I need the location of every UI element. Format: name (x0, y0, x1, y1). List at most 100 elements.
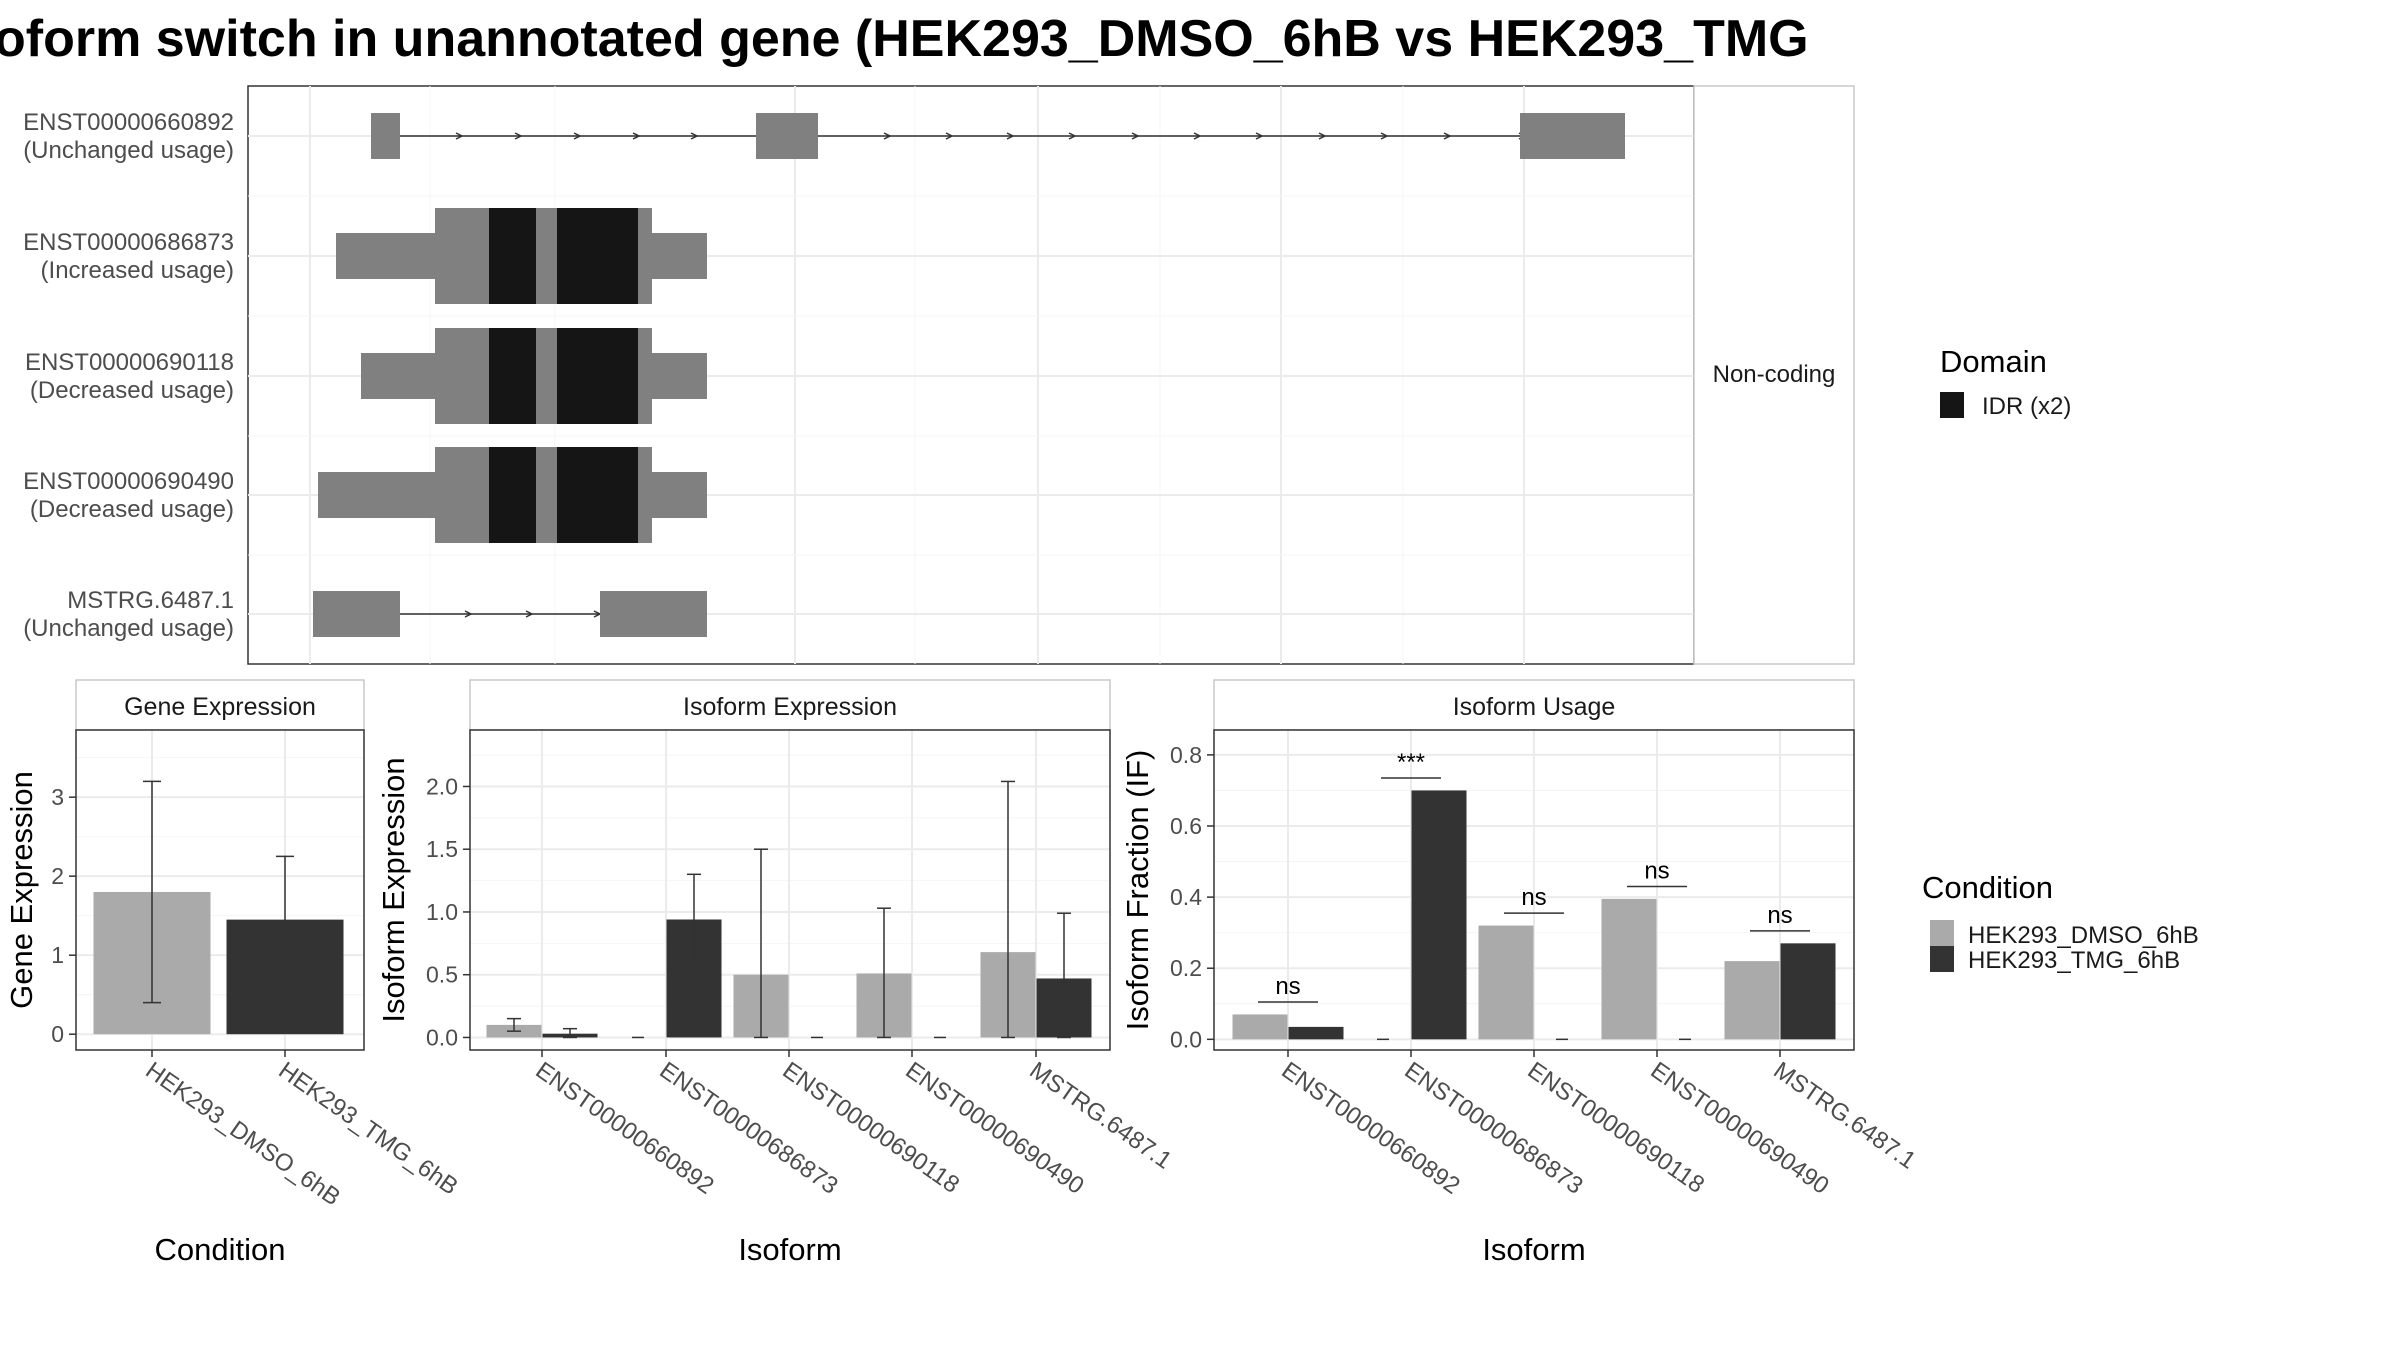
transcript-usage-label: (Unchanged usage) (23, 615, 234, 642)
y-axis-title: Isoform Fraction (IF) (1120, 750, 1155, 1031)
transcript-id-label: ENST00000690118 (25, 349, 234, 376)
transcript-usage-label: (Increased usage) (41, 257, 234, 284)
exon (1520, 113, 1625, 159)
y-tick-label: 0.4 (1170, 884, 1202, 910)
domain-legend-label: IDR (x2) (1982, 393, 2071, 420)
utr-block (652, 472, 707, 518)
figure-title: oform switch in unannotated gene (HEK293… (0, 10, 1809, 68)
idr-domain (489, 328, 536, 424)
panel-strip (469, 679, 1111, 731)
panel-strip (75, 679, 365, 731)
condition-legend-swatch-dmso (1930, 920, 1954, 946)
idr-domain (489, 208, 536, 304)
intron-arrow (690, 132, 699, 140)
intron-arrow (1006, 132, 1015, 140)
transcript-usage-label: (Unchanged usage) (23, 137, 234, 164)
y-axis-title: Isoform Expression (376, 757, 411, 1022)
bar (1288, 1026, 1344, 1040)
plot-border (469, 729, 1111, 1051)
domain-legend-title: Domain (1940, 344, 2047, 379)
intron-arrow (464, 610, 473, 618)
y-tick-label: 1.0 (426, 899, 458, 925)
idr-domain (557, 208, 638, 304)
utr-block (318, 472, 435, 518)
intron-arrow (1131, 132, 1140, 140)
transcript-usage-label: (Decreased usage) (30, 496, 234, 523)
transcript-panel: Non-coding ENST00000660892(Unchanged usa… (23, 85, 1855, 665)
non-coding-strip (1693, 85, 1855, 665)
panel-strip (1213, 679, 1855, 731)
domain-legend-swatch (1940, 392, 1964, 418)
significance-label: *** (1397, 749, 1425, 776)
significance-label: ns (1767, 902, 1792, 929)
plot-border (75, 729, 365, 1051)
domain-legend: Domain IDR (x2) (1940, 344, 2071, 420)
exon (371, 113, 400, 159)
y-tick-label: 2.0 (426, 773, 458, 799)
transcript-id-label: ENST00000686873 (23, 229, 234, 256)
bar (1478, 925, 1534, 1040)
y-tick-label: 1.5 (426, 836, 458, 862)
condition-legend-swatch-tmg (1930, 946, 1954, 972)
intron-arrow (1068, 132, 1077, 140)
y-tick-label: 0.6 (1170, 813, 1202, 839)
intron-arrow (1443, 132, 1452, 140)
isoform-usage-chart: Isoform Usage0.00.20.40.60.8ns***nsnsnsE… (1120, 679, 1921, 1267)
intron-arrow (1193, 132, 1202, 140)
condition-legend-title: Condition (1922, 870, 2053, 905)
transcript-id-label: ENST00000660892 (23, 109, 234, 136)
transcript-id-label: ENST00000690490 (23, 468, 234, 495)
bar (1601, 898, 1657, 1040)
exon (600, 591, 707, 637)
y-tick-label: 0.0 (1170, 1026, 1202, 1052)
utr-block (361, 353, 435, 399)
y-tick-label: 2 (51, 863, 64, 889)
transcript-usage-label: (Decreased usage) (30, 377, 234, 404)
intron-arrow (945, 132, 954, 140)
y-axis-title: Gene Expression (4, 771, 39, 1009)
significance-label: ns (1644, 857, 1669, 884)
y-tick-label: 0.8 (1170, 742, 1202, 768)
intron-arrow (455, 132, 464, 140)
condition-legend-label-dmso: HEK293_DMSO_6hB (1968, 922, 2199, 949)
utr-block (652, 233, 707, 279)
intron-arrow (573, 132, 582, 140)
intron-arrow (514, 132, 523, 140)
x-axis-title: Condition (155, 1232, 286, 1267)
isoform-expression-chart: Isoform Expression0.00.51.01.52.0ENST000… (376, 679, 1177, 1267)
panel-strip-title: Isoform Usage (1453, 693, 1616, 721)
x-axis-title: Isoform (1482, 1232, 1585, 1267)
x-axis-title: Isoform (738, 1232, 841, 1267)
panel-strip-title: Gene Expression (124, 693, 316, 721)
bar (1411, 790, 1467, 1040)
significance-label: ns (1521, 884, 1546, 911)
idr-domain (489, 447, 536, 543)
y-tick-label: 1 (51, 942, 64, 968)
exon (313, 591, 400, 637)
intron-arrow (632, 132, 641, 140)
intron-arrow (883, 132, 892, 140)
y-tick-label: 3 (51, 784, 64, 810)
y-tick-label: 0.2 (1170, 955, 1202, 981)
significance-label: ns (1275, 973, 1300, 1000)
idr-domain (557, 328, 638, 424)
panel-strip-title: Isoform Expression (683, 693, 897, 721)
intron-arrow (1318, 132, 1327, 140)
transcript-models (313, 113, 1625, 637)
exon (756, 113, 818, 159)
intron-arrow (1255, 132, 1264, 140)
y-tick-label: 0.0 (426, 1024, 458, 1050)
condition-legend-label-tmg: HEK293_TMG_6hB (1968, 947, 2180, 974)
non-coding-strip-label: Non-coding (1713, 361, 1836, 388)
bar (1232, 1014, 1288, 1040)
bar (1724, 961, 1780, 1040)
utr-block (652, 353, 707, 399)
transcript-id-label: MSTRG.6487.1 (67, 587, 234, 614)
y-tick-label: 0.5 (426, 962, 458, 988)
transcript-labels: ENST00000660892(Unchanged usage)ENST0000… (23, 109, 234, 642)
y-tick-label: 0 (51, 1021, 64, 1047)
condition-legend: Condition HEK293_DMSO_6hB HEK293_TMG_6hB (1922, 870, 2199, 974)
intron-arrow (525, 610, 534, 618)
utr-block (336, 233, 435, 279)
